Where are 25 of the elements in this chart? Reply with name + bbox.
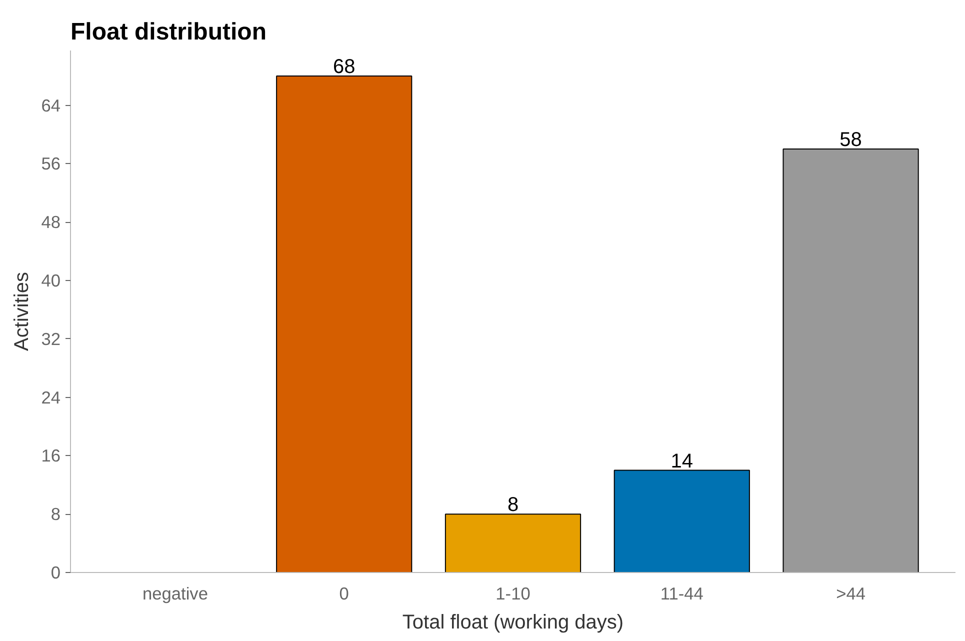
y-tick-label: 40 xyxy=(41,270,61,290)
y-tick-label: 48 xyxy=(41,212,61,232)
y-tick-label: 8 xyxy=(50,504,61,524)
bar xyxy=(444,514,582,572)
x-tick-label: >44 xyxy=(836,584,866,604)
data-label: 68 xyxy=(332,56,356,78)
x-axis-title: Total float (working days) xyxy=(402,612,624,634)
x-tick-label: 0 xyxy=(339,584,349,604)
y-tick-label: 64 xyxy=(41,95,61,116)
y-tick-label: 24 xyxy=(41,387,61,408)
y-axis-title: Activities xyxy=(11,272,34,351)
x-tick-label: 1-10 xyxy=(496,584,530,604)
data-label: 14 xyxy=(670,450,694,472)
x-tick-label: negative xyxy=(142,584,208,604)
y-tick-label: 56 xyxy=(41,154,61,174)
y-tick-label: 32 xyxy=(41,328,61,349)
data-label: 58 xyxy=(840,129,862,152)
bar xyxy=(614,470,750,572)
y-tick-label: 0 xyxy=(50,562,61,582)
y-tick-label: 16 xyxy=(41,446,61,466)
bar xyxy=(276,76,412,572)
chart-title: Float distribution xyxy=(70,18,266,46)
x-tick-label: 11-44 xyxy=(660,584,704,604)
data-label: 8 xyxy=(507,494,519,516)
bar xyxy=(782,148,919,572)
